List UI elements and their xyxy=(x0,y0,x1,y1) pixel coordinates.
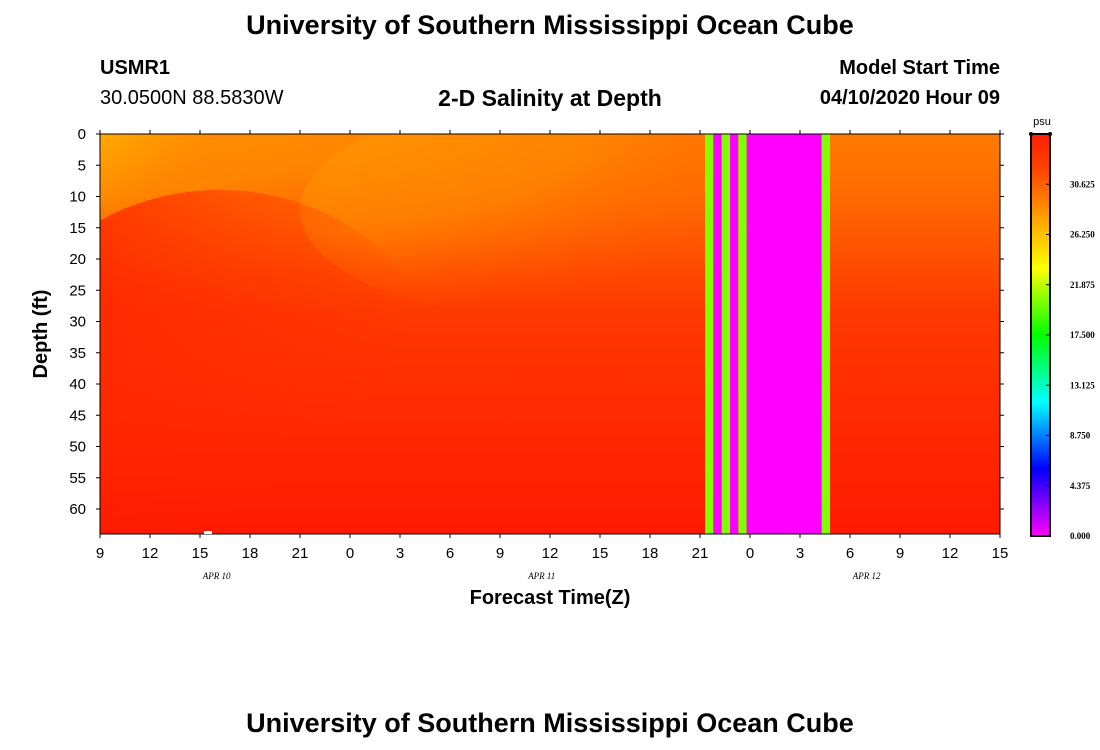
y-tick-label-30: 30 xyxy=(69,314,86,331)
colorbar-tick-label-6: 26.250 xyxy=(1070,230,1095,240)
colorbar-tick-label-4: 17.500 xyxy=(1070,330,1095,340)
colorbar-tick-label-0: 0.000 xyxy=(1070,531,1091,541)
x-axis: 9 12 15 18 21 0 3 6 9 12 15 18 21 0 3 6 9 12 15 xyxy=(96,130,1009,562)
x-tick-label-12: 21 xyxy=(692,545,709,562)
x-tick-label-16: 9 xyxy=(896,545,904,562)
x-tick-label-13: 0 xyxy=(746,545,754,562)
model-start-time: 04/10/2020 Hour 09 xyxy=(819,87,1000,109)
colorbar: psu 0.000 4.375 8.750 13.125 17.500 21.875 26.… xyxy=(1029,116,1095,541)
y-tick-label-35: 35 xyxy=(69,345,86,362)
colorbar-tick-label-1: 4.375 xyxy=(1070,481,1091,491)
x-tick-label-6: 3 xyxy=(396,545,404,562)
date-label-2: APR 12 xyxy=(852,571,881,581)
chart-subtitle: 2-D Salinity at Depth xyxy=(438,85,662,111)
data-band-4 xyxy=(738,134,747,534)
x-tick-label-8: 9 xyxy=(496,545,504,562)
y-tick-label-25: 25 xyxy=(69,282,86,299)
fresh-water-region xyxy=(100,134,240,240)
date-label-1: APR 11 xyxy=(527,571,555,581)
y-tick-label-5: 5 xyxy=(78,157,86,174)
y-tick-label-20: 20 xyxy=(69,251,86,268)
x-tick-label-17: 12 xyxy=(942,545,959,562)
x-tick-label-14: 3 xyxy=(796,545,804,562)
model-start-label: Model Start Time xyxy=(839,57,1000,79)
x-tick-label-10: 15 xyxy=(592,545,609,562)
colorbar-tick-label-7: 30.625 xyxy=(1070,179,1095,189)
colorbar-tick-label-2: 8.750 xyxy=(1070,431,1091,441)
x-axis-label: Forecast Time(Z) xyxy=(470,587,631,609)
colorbar-unit: psu xyxy=(1033,116,1051,128)
x-tick-label-0: 9 xyxy=(96,545,104,562)
date-labels: APR 10 APR 11 APR 12 xyxy=(202,571,881,581)
x-tick-label-15: 6 xyxy=(846,545,854,562)
x-tick-label-2: 15 xyxy=(192,545,209,562)
date-label-0: APR 10 xyxy=(202,571,231,581)
heatmap-field xyxy=(100,134,1000,534)
colorbar-tick-label-3: 13.125 xyxy=(1070,380,1095,390)
y-tick-label-40: 40 xyxy=(69,376,86,393)
x-tick-label-1: 12 xyxy=(142,545,159,562)
y-tick-label-55: 55 xyxy=(69,470,86,487)
y-tick-label-60: 60 xyxy=(69,501,86,518)
y-tick-label-45: 45 xyxy=(69,407,86,424)
data-band-5 xyxy=(746,134,822,534)
y-tick-label-15: 15 xyxy=(69,220,86,237)
missing-data-marker xyxy=(204,531,212,534)
page-title: University of Southern Mississippi Ocean… xyxy=(246,10,854,40)
data-band-2 xyxy=(721,134,730,534)
colorbar-cap-right xyxy=(1048,132,1052,136)
data-band-3 xyxy=(730,134,739,534)
y-axis-label: Depth (ft) xyxy=(30,290,52,379)
mid-salinity-core xyxy=(300,134,820,320)
data-band-1 xyxy=(713,134,722,534)
footer-title: University of Southern Mississippi Ocean… xyxy=(246,708,854,738)
colorbar-tick-label-5: 21.875 xyxy=(1070,280,1095,290)
y-tick-label-50: 50 xyxy=(69,439,86,456)
y-axis: 0 5 10 15 20 25 30 35 40 45 50 55 60 xyxy=(69,126,1004,518)
x-tick-label-7: 6 xyxy=(446,545,454,562)
x-tick-label-9: 12 xyxy=(542,545,559,562)
y-tick-label-10: 10 xyxy=(69,189,86,206)
x-tick-label-3: 18 xyxy=(242,545,259,562)
x-tick-label-4: 21 xyxy=(292,545,309,562)
x-tick-label-11: 18 xyxy=(642,545,659,562)
station-coords: 30.0500N 88.5830W xyxy=(100,87,284,109)
high-salinity-region xyxy=(100,190,440,534)
y-tick-label-0: 0 xyxy=(78,126,86,143)
station-id: USMR1 xyxy=(100,57,171,79)
data-band-6 xyxy=(821,134,830,534)
colorbar-cap-left xyxy=(1029,132,1033,136)
data-band-0 xyxy=(705,134,714,534)
x-tick-label-18: 15 xyxy=(992,545,1009,562)
x-tick-label-5: 0 xyxy=(346,545,354,562)
